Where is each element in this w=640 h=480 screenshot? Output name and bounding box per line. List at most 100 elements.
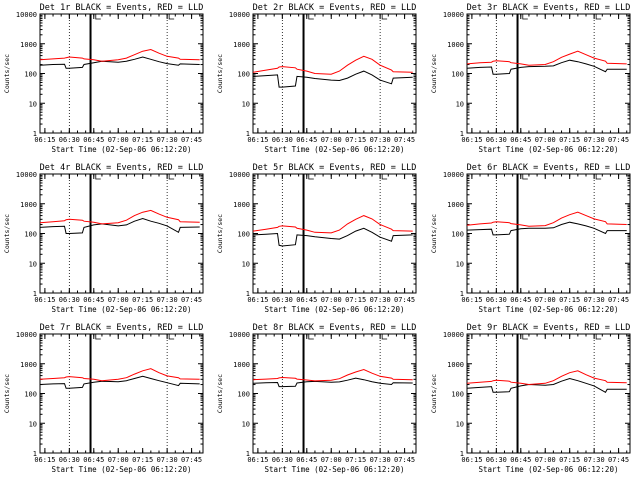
interval-bracket [595,334,602,340]
x-tick-label: 06:30 [486,296,507,304]
y-tick-label: 100 [451,391,464,399]
x-axis-label: Start Time (02-Sep-06 06:12:20) [479,465,619,474]
x-tick-label: 06:15 [461,296,482,304]
detector-panel-5: Det 5r BLACK = Events, RED = LLD 1 10 100 10… [216,163,417,314]
x-tick-label: 06:45 [296,456,317,464]
x-tick-label: 06:15 [247,296,268,304]
y-tick-label: 100 [451,71,464,79]
x-tick-label: 07:15 [345,456,366,464]
interval-bracket [308,334,314,340]
series-line-events [252,70,413,88]
x-tick-label: 06:45 [510,296,531,304]
series-line-lld [39,48,200,62]
detector-panel-4: Det 4r BLACK = Events, RED = LLD 1 10 100 10… [3,163,204,314]
x-tick-label: 06:15 [247,136,268,144]
y-tick-label: 10000 [229,11,250,19]
y-tick-label: 10000 [16,171,37,179]
interval-bracket [522,334,528,340]
plot-frame [466,333,631,454]
y-tick-label: 1 [246,130,250,138]
y-tick-label: 10 [29,260,37,268]
y-tick-label: 10 [242,420,250,428]
y-axis-label: Counts/sec [430,54,438,93]
y-tick-label: 10000 [16,11,37,19]
x-axis-label: Start Time (02-Sep-06 06:12:20) [479,305,619,314]
series-line-lld [39,368,200,382]
y-tick-label: 100 [24,71,37,79]
detector-panel-3: Det 3r BLACK = Events, RED = LLD 1 10 100 10… [430,3,631,154]
x-tick-label: 07:30 [584,136,605,144]
y-tick-label: 1000 [447,361,464,369]
y-tick-label: 10 [456,260,464,268]
plot-frame [39,333,204,454]
x-axis-label: Start Time (02-Sep-06 06:12:20) [479,145,619,154]
x-axis-label: Start Time (02-Sep-06 06:12:20) [52,145,192,154]
interval-bracket [595,174,602,180]
y-tick-label: 1 [460,290,464,298]
y-axis-label: Counts/sec [430,374,438,413]
series-line-lld [252,215,413,234]
interval-bracket [308,14,314,20]
y-tick-label: 1000 [20,201,37,209]
interval-bracket [95,14,101,20]
series-line-events [466,221,627,236]
panel-title: Det 8r BLACK = Events, RED = LLD [253,323,417,333]
x-tick-label: 07:15 [345,296,366,304]
interval-bracket [168,14,175,20]
x-tick-label: 07:15 [132,136,153,144]
y-tick-label: 1000 [447,41,464,49]
interval-bracket [522,14,528,20]
x-tick-label: 06:30 [59,136,80,144]
panel-title: Det 4r BLACK = Events, RED = LLD [40,163,204,173]
y-tick-label: 10 [242,260,250,268]
x-tick-label: 07:45 [181,296,202,304]
y-tick-label: 10000 [443,331,464,339]
y-tick-label: 1 [460,450,464,458]
series-line-events [39,56,200,69]
x-tick-label: 07:30 [370,296,391,304]
y-tick-label: 100 [24,391,37,399]
x-axis-label: Start Time (02-Sep-06 06:12:20) [52,465,192,474]
x-tick-label: 06:15 [34,456,55,464]
interval-bracket [308,174,314,180]
y-axis-label: Counts/sec [216,374,224,413]
y-tick-label: 1 [246,450,250,458]
y-tick-label: 10 [456,420,464,428]
y-tick-label: 10 [29,100,37,108]
y-tick-label: 100 [237,231,250,239]
x-tick-label: 07:00 [535,296,556,304]
x-tick-label: 07:45 [394,456,415,464]
series-line-events [252,227,413,247]
x-tick-label: 06:45 [510,456,531,464]
y-tick-label: 100 [237,391,250,399]
y-tick-label: 10000 [229,331,250,339]
interval-bracket [522,174,528,180]
x-tick-label: 06:45 [510,136,531,144]
panel-title: Det 3r BLACK = Events, RED = LLD [467,3,631,13]
x-tick-label: 06:15 [34,296,55,304]
interval-bracket [381,174,388,180]
interval-bracket [381,14,388,20]
y-tick-label: 1000 [20,361,37,369]
y-axis-label: Counts/sec [3,374,11,413]
x-tick-label: 07:15 [132,296,153,304]
x-tick-label: 07:00 [321,136,342,144]
panel-title: Det 1r BLACK = Events, RED = LLD [40,3,204,13]
y-axis-label: Counts/sec [216,214,224,253]
y-tick-label: 10 [29,420,37,428]
series-line-events [39,217,200,234]
x-tick-label: 07:45 [181,136,202,144]
x-axis-label: Start Time (02-Sep-06 06:12:20) [265,465,405,474]
y-tick-label: 1 [246,290,250,298]
detector-panel-6: Det 6r BLACK = Events, RED = LLD 1 10 100 10… [430,163,631,314]
x-tick-label: 07:30 [370,456,391,464]
x-tick-label: 06:45 [296,296,317,304]
x-tick-label: 07:45 [608,296,629,304]
y-tick-label: 10 [456,100,464,108]
y-tick-label: 10 [242,100,250,108]
series-line-events [466,377,627,393]
y-axis-label: Counts/sec [3,214,11,253]
series-line-lld [466,50,627,66]
x-axis-label: Start Time (02-Sep-06 06:12:20) [265,145,405,154]
